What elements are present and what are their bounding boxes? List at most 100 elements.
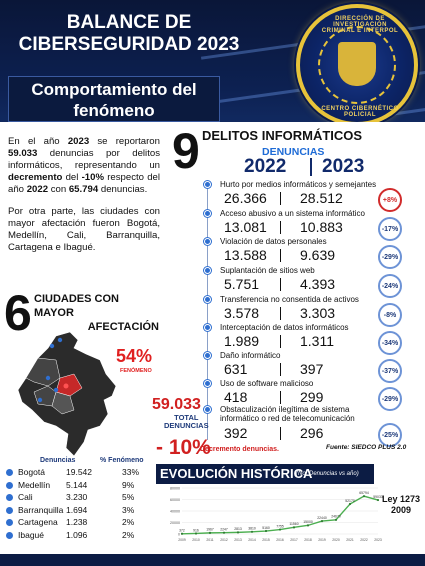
data-label: 2247	[220, 528, 228, 532]
crime-change-badge: -29%	[378, 245, 402, 269]
colombia-map	[17, 331, 117, 457]
crime-value-2023: 4.393	[300, 276, 336, 292]
ciudades-pct-label: FENÓMENO	[120, 368, 152, 374]
city-row: Medellín 5.144 9%	[6, 480, 146, 492]
city-bullet-icon	[6, 506, 13, 514]
timeline-dot	[204, 352, 211, 359]
data-label: 1967	[206, 528, 214, 532]
source-note: Fuente: SIEDCO PLUS 2.0	[326, 444, 407, 451]
crime-value-2022: 3.578	[224, 305, 260, 321]
crime-label: Interceptación de datos informáticos	[220, 323, 349, 332]
police-seal-logo: DIRECCIÓN DE INVESTIGACIÓN CRIMINAL E IN…	[296, 4, 418, 126]
city-marker-bogota	[63, 383, 69, 389]
data-label: 916	[193, 528, 199, 532]
data-point	[320, 519, 324, 523]
city-row: Cali 3.230 5%	[6, 492, 146, 504]
data-point	[180, 532, 184, 535]
city-pct: 9%	[122, 479, 135, 490]
x-tick-label: 2012	[220, 538, 228, 542]
delitos-title: DELITOS INFORMÁTICOS	[202, 128, 363, 143]
crime-value-2022: 418	[224, 389, 248, 405]
year-divider	[310, 158, 312, 176]
crime-divider	[280, 221, 281, 234]
data-point	[362, 495, 366, 498]
crime-label: Hurto por medios informáticos y semejant…	[220, 180, 377, 189]
crime-label: Suplantación de sitios web	[220, 266, 315, 275]
data-point	[208, 531, 212, 534]
crime-value-2023: 10.883	[300, 219, 343, 235]
city-bullet-icon	[6, 494, 13, 501]
city-row: Bogotá 19.542 33%	[6, 467, 146, 479]
crime-divider	[280, 427, 281, 440]
crime-divider	[280, 249, 281, 262]
crime-change-badge: -37%	[378, 359, 402, 383]
crime-change-badge: -34%	[378, 331, 402, 355]
footer-bar	[0, 554, 425, 566]
crime-divider	[280, 192, 281, 205]
data-label: 11560	[289, 522, 298, 526]
evolucion-subtitle: (No. Denuncias vs año)	[296, 471, 359, 477]
x-tick-label: 2019	[318, 538, 326, 542]
city-marker-cartagena	[49, 343, 55, 349]
crime-value-2023: 1.311	[300, 333, 334, 349]
x-tick-label: 2018	[304, 538, 312, 542]
city-name: Medellín	[18, 479, 51, 490]
crime-value-2022: 631	[224, 361, 248, 377]
data-label: 3810	[248, 527, 256, 531]
data-point	[376, 498, 380, 502]
data-label: 7755	[276, 524, 284, 528]
crime-value-2022: 13.588	[224, 247, 267, 263]
data-point	[222, 531, 226, 534]
crime-value-2023: 28.512	[300, 190, 343, 206]
data-point	[278, 528, 282, 531]
city-row: Cartagena 1.238 2%	[6, 517, 146, 529]
data-point	[250, 530, 254, 533]
data-point	[292, 526, 296, 529]
intro-text: En el año 2023 se reportaron 59.033 denu…	[8, 136, 160, 253]
crime-value-2023: 299	[300, 389, 324, 405]
page-title: BALANCE DE CIBERSEGURIDAD 2023	[18, 12, 240, 55]
crime-divider	[280, 363, 281, 376]
timeline-dot	[204, 181, 211, 188]
city-pct: 2%	[122, 517, 135, 527]
data-point	[194, 532, 198, 535]
ciudades-count: 6	[4, 285, 32, 341]
city-denuncias: 1.694	[66, 504, 88, 515]
timeline-dot	[204, 210, 211, 217]
crime-change-badge: -29%	[378, 387, 402, 411]
crime-value-2023: 296	[300, 425, 324, 441]
city-marker-ibague	[53, 387, 59, 393]
crime-divider	[280, 278, 281, 291]
timeline-dot	[204, 406, 211, 413]
col-denuncias: Denuncias	[40, 457, 76, 464]
data-label: 52170	[345, 499, 355, 503]
evolucion-banner	[156, 464, 374, 484]
crime-value-2022: 26.366	[224, 190, 267, 206]
data-label: 15000	[303, 520, 313, 524]
y-tick-label: 60000	[170, 498, 180, 502]
evolucion-title: EVOLUCIÓN HISTÓRICA	[160, 466, 313, 481]
city-denuncias: 5.144	[66, 479, 88, 490]
x-tick-label: 2023	[374, 538, 382, 542]
city-denuncias: 3.230	[66, 492, 88, 502]
total-change-label: Decremento denuncias.	[200, 446, 279, 453]
crime-value-2022: 392	[224, 425, 248, 441]
timeline-dot	[204, 296, 211, 303]
subtitle-box: Comportamiento del fenómeno	[8, 76, 220, 122]
city-name: Ibagué	[18, 529, 44, 540]
y-tick-label: 40000	[170, 510, 180, 514]
data-label: 2813	[234, 527, 242, 531]
city-marker-medellin	[45, 375, 51, 381]
x-tick-label: 2021	[346, 538, 354, 542]
data-point	[348, 502, 352, 506]
city-bullet-icon	[6, 531, 13, 539]
total-label: TOTAL DENUNCIAS	[164, 413, 209, 430]
ley-label: Ley 1273 2009	[382, 494, 421, 515]
total-denuncias: 59.033	[152, 396, 201, 413]
city-row: Ibagué 1.096 2%	[6, 530, 146, 542]
city-denuncias: 19.542	[66, 467, 92, 477]
crime-value-2023: 397	[300, 361, 324, 377]
city-pct: 5%	[122, 492, 135, 502]
city-bullet-icon	[6, 481, 13, 489]
crime-label: Violación de datos personales	[220, 237, 327, 246]
